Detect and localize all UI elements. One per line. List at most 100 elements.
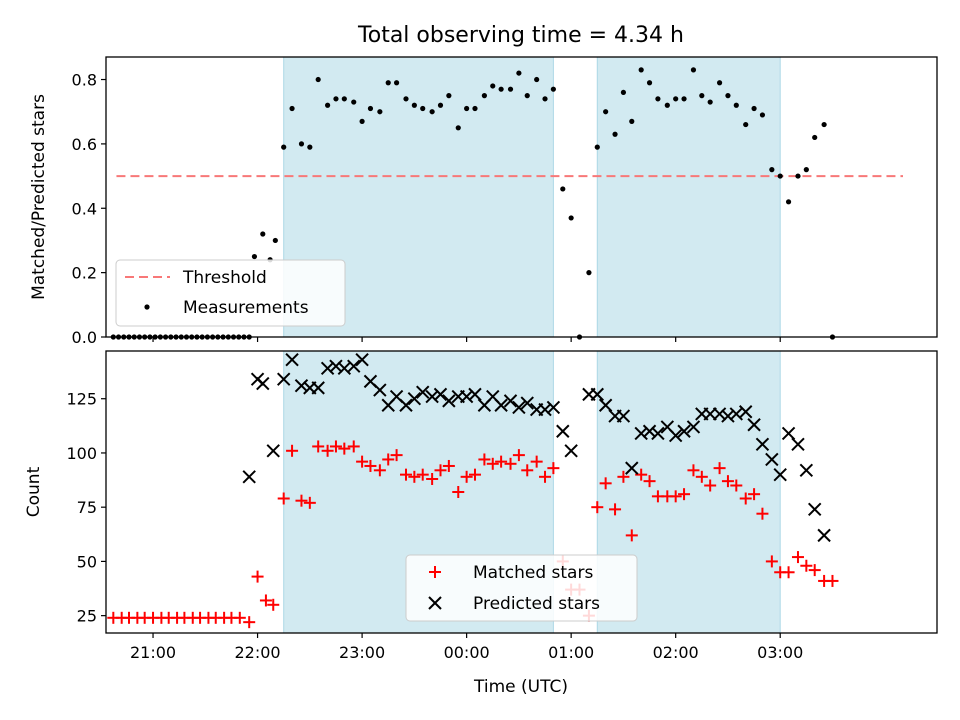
- predicted-star-point: [329, 359, 343, 373]
- measurement-point: [751, 105, 757, 112]
- bottom-legend-box: [405, 554, 638, 622]
- predicted-star-stroke-b: [399, 398, 413, 412]
- predicted-star-point: [807, 502, 822, 517]
- matched-star-point: [678, 488, 691, 501]
- predicted-star-stroke-b: [363, 374, 378, 389]
- measurement-point: [281, 144, 287, 150]
- predicted-star-stroke-b: [486, 389, 500, 404]
- predicted-star-stroke-b: [616, 409, 631, 423]
- matched-star-point: [826, 574, 839, 587]
- predicted-star-point: [773, 467, 787, 482]
- measurement-point: [307, 144, 313, 150]
- matched-star-point: [495, 455, 508, 468]
- predicted-star-point: [276, 372, 291, 386]
- predicted-star-stroke-b: [712, 407, 727, 421]
- matched-star-point: [599, 477, 612, 490]
- measurement-point: [690, 67, 697, 73]
- measurement-point: [446, 93, 452, 99]
- bottom-plot-frame: [105, 350, 938, 634]
- measurement-point: [498, 86, 504, 92]
- measurement-point: [325, 102, 331, 108]
- predicted-star-stroke-b: [311, 381, 325, 395]
- measurement-point: [664, 102, 670, 108]
- predicted-star-point: [739, 405, 753, 419]
- measurement-point: [359, 118, 365, 124]
- measurement-point: [568, 215, 574, 221]
- matched-star-point: [321, 444, 334, 457]
- matched-star-point: [233, 611, 246, 624]
- predicted-star-stroke-b: [285, 352, 299, 367]
- measurement-point: [629, 118, 635, 124]
- measurement-point: [289, 105, 295, 112]
- matched-star-point: [382, 453, 395, 466]
- predicted-star-stroke-b: [425, 389, 439, 404]
- predicted-star-stroke-b: [503, 394, 518, 408]
- matched-star-point: [539, 470, 552, 483]
- predicted-star-stroke-b: [512, 400, 526, 415]
- predicted-star-stroke-b: [590, 387, 604, 402]
- predicted-star-point: [721, 409, 735, 423]
- measurement-point: [812, 134, 818, 141]
- measurement-point: [403, 96, 409, 102]
- matched-star-point: [243, 616, 256, 629]
- predicted-star-stroke-b: [773, 467, 787, 482]
- matched-star-point: [329, 440, 342, 453]
- bottom-y-tick-label: 125: [66, 390, 97, 409]
- x-tick-label: 03:00: [757, 643, 803, 662]
- matched-star-point: [442, 459, 455, 472]
- measurement-point: [251, 253, 258, 260]
- predicted-star-point: [285, 352, 299, 367]
- measurements-legend-label: Measurements: [183, 298, 309, 318]
- predicted-star-stroke-b: [389, 389, 404, 404]
- matched-star-point: [390, 449, 403, 462]
- bottom-y-axis-label: Count: [24, 466, 44, 517]
- measurement-point: [803, 167, 809, 173]
- predicted-star-point: [503, 394, 518, 408]
- predicted-star-stroke-b: [442, 394, 456, 408]
- measurement-point: [785, 199, 792, 205]
- predicted-legend-swatch: [428, 596, 442, 610]
- measurement-point: [733, 102, 739, 108]
- matched-star-point: [416, 468, 429, 481]
- predicted-star-stroke-b: [807, 502, 822, 517]
- ratio-panel: 0.00.20.40.60.8 Matched/Predicted stars …: [29, 56, 938, 347]
- matched-star-point: [800, 559, 813, 572]
- matched-star-point: [434, 464, 447, 477]
- top-y-tick-label: 0.2: [72, 264, 97, 283]
- matched-star-point: [721, 475, 734, 488]
- predicted-star-point: [433, 387, 448, 402]
- x-tick-label: 23:00: [339, 643, 385, 662]
- matched-star-point: [521, 464, 534, 477]
- measurement-point: [707, 99, 713, 105]
- matched-star-point: [460, 470, 473, 483]
- measurement-point: [759, 112, 766, 118]
- measurement-point: [385, 80, 391, 86]
- measurements-legend-swatch: [144, 304, 150, 310]
- matched-star-point: [468, 468, 481, 481]
- matched-star-point: [782, 566, 795, 579]
- measurement-point: [673, 96, 679, 102]
- x-tick-label: 21:00: [130, 643, 176, 662]
- predicted-star-stroke-b: [538, 402, 552, 417]
- x-tick-label: 00:00: [444, 643, 490, 662]
- predicted-star-point: [538, 402, 552, 417]
- measurement-point: [821, 121, 827, 128]
- measurement-point: [769, 167, 775, 173]
- predicted-star-point: [355, 352, 369, 367]
- predicted-star-point: [747, 418, 761, 432]
- x-axis-label: Time (UTC): [473, 677, 568, 697]
- measurement-point: [524, 93, 530, 99]
- predicted-star-point: [347, 359, 361, 373]
- measurement-point: [594, 144, 600, 150]
- predicted-star-point: [564, 444, 578, 458]
- predicted-legend-label: Predicted stars: [473, 594, 600, 614]
- predicted-star-stroke-b: [817, 528, 831, 543]
- predicted-star-stroke-b: [416, 385, 430, 399]
- matched-legend-label: Matched stars: [473, 563, 593, 583]
- predicted-star-stroke-b: [242, 470, 256, 484]
- predicted-star-point: [468, 387, 482, 402]
- predicted-star-stroke-b: [347, 359, 361, 373]
- measurement-point: [716, 80, 723, 86]
- predicted-star-stroke-b: [598, 398, 613, 412]
